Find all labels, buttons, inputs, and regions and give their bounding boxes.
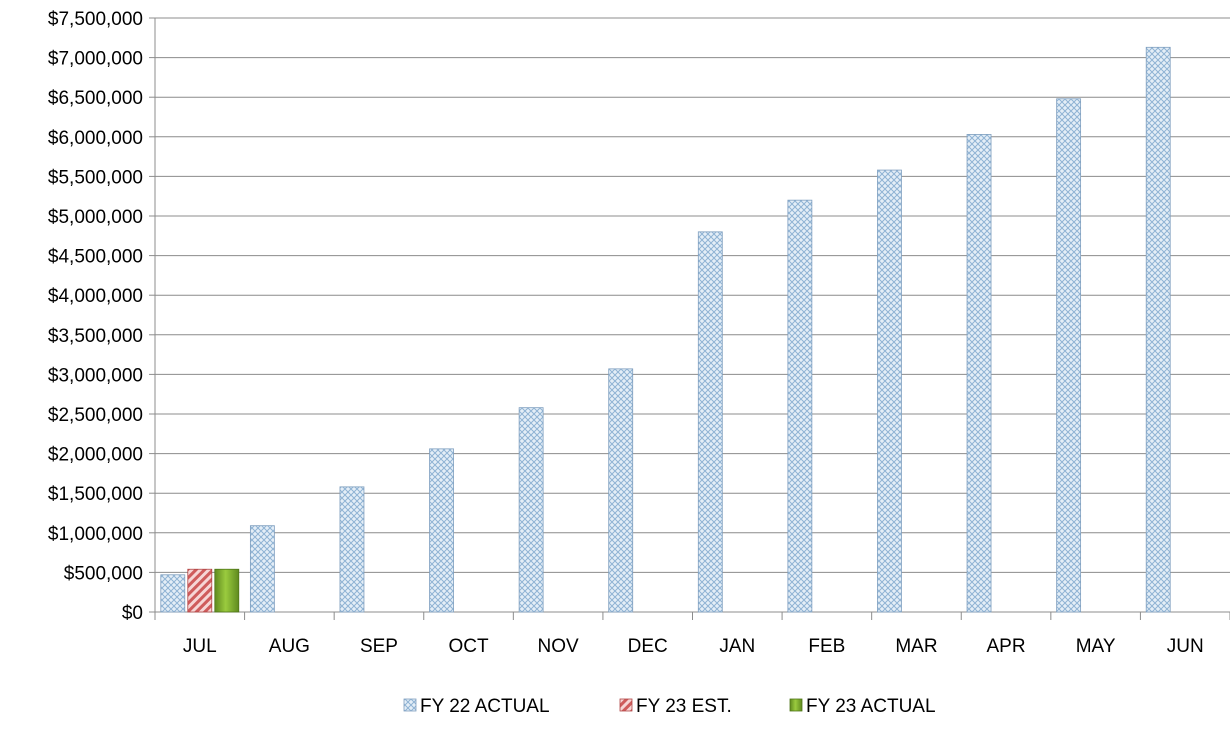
gridlines: [155, 17, 1230, 573]
y-tick-label: $6,000,000: [48, 128, 143, 149]
x-tick-label: MAY: [1076, 636, 1116, 657]
bar-fy-22-actual-nov: [518, 407, 544, 613]
legend-swatch: [403, 698, 417, 712]
bar-fy-22-actual-jan: [697, 231, 723, 613]
y-tick-label: $4,500,000: [48, 247, 143, 268]
bar-fy-22-actual-may: [1056, 98, 1082, 613]
x-tick-label: AUG: [269, 636, 310, 657]
legend-label: FY 23 EST.: [636, 696, 732, 717]
y-tick-label: $6,500,000: [48, 88, 143, 109]
bar-fy-23-est-jul: [187, 568, 213, 613]
y-tick-label: $2,500,000: [48, 405, 143, 426]
y-tick-label: $2,000,000: [48, 445, 143, 466]
y-tick-label: $1,500,000: [48, 484, 143, 505]
bar-fy-22-actual-oct: [429, 448, 454, 613]
x-tick-label: FEB: [808, 636, 845, 657]
bar-fy-22-actual-aug: [249, 525, 275, 613]
axes: [149, 17, 1230, 620]
y-tick-label: $5,000,000: [48, 207, 143, 228]
y-tick-label: $3,500,000: [48, 326, 143, 347]
bar-fy-22-actual-jul: [160, 574, 186, 613]
y-tick-labels: $0 $500,000 $1,000,000 $1,500,000 $2,000,000…: [48, 9, 143, 624]
bar-fy-22-actual-sep: [339, 486, 365, 613]
x-tick-label: MAR: [895, 636, 937, 657]
y-tick-label: $1,000,000: [48, 524, 143, 545]
bars: [160, 46, 1171, 613]
x-tick-label: SEP: [360, 636, 398, 657]
y-tick-label: $4,000,000: [48, 286, 143, 307]
bar-fy-22-actual-feb: [787, 199, 813, 613]
x-tick-label: JUN: [1167, 636, 1204, 657]
x-tick-label: OCT: [448, 636, 489, 657]
bar-fy-22-actual-mar: [877, 169, 902, 613]
y-tick-label: $3,000,000: [48, 365, 143, 386]
x-tick-label: JUL: [183, 636, 217, 657]
y-tick-label: $500,000: [64, 563, 143, 584]
x-tick-label: JAN: [719, 636, 755, 657]
legend: FY 22 ACTUAL FY 23 EST. FY 23 ACTUAL: [403, 696, 936, 717]
x-tick-label: APR: [987, 636, 1026, 657]
x-tick-label: NOV: [538, 636, 580, 657]
legend-swatch: [789, 698, 803, 712]
y-tick-label: $5,500,000: [48, 167, 143, 188]
bar-fy-23-actual-jul: [214, 568, 240, 613]
bar-fy-22-actual-apr: [966, 134, 992, 613]
legend-label: FY 22 ACTUAL: [420, 696, 550, 717]
y-tick-label: $7,000,000: [48, 49, 143, 70]
legend-swatch: [619, 698, 633, 712]
y-tick-label: $7,500,000: [48, 9, 143, 30]
x-tick-labels: JUL AUG SEP OCT NOV DEC JAN FEB MAR APR MAY JUN: [183, 636, 1204, 657]
x-tick-label: DEC: [628, 636, 668, 657]
bar-fy-22-actual-dec: [608, 368, 634, 613]
y-tick-label: $0: [122, 603, 143, 624]
legend-label: FY 23 ACTUAL: [806, 696, 936, 717]
bar-fy-22-actual-jun: [1145, 46, 1171, 613]
